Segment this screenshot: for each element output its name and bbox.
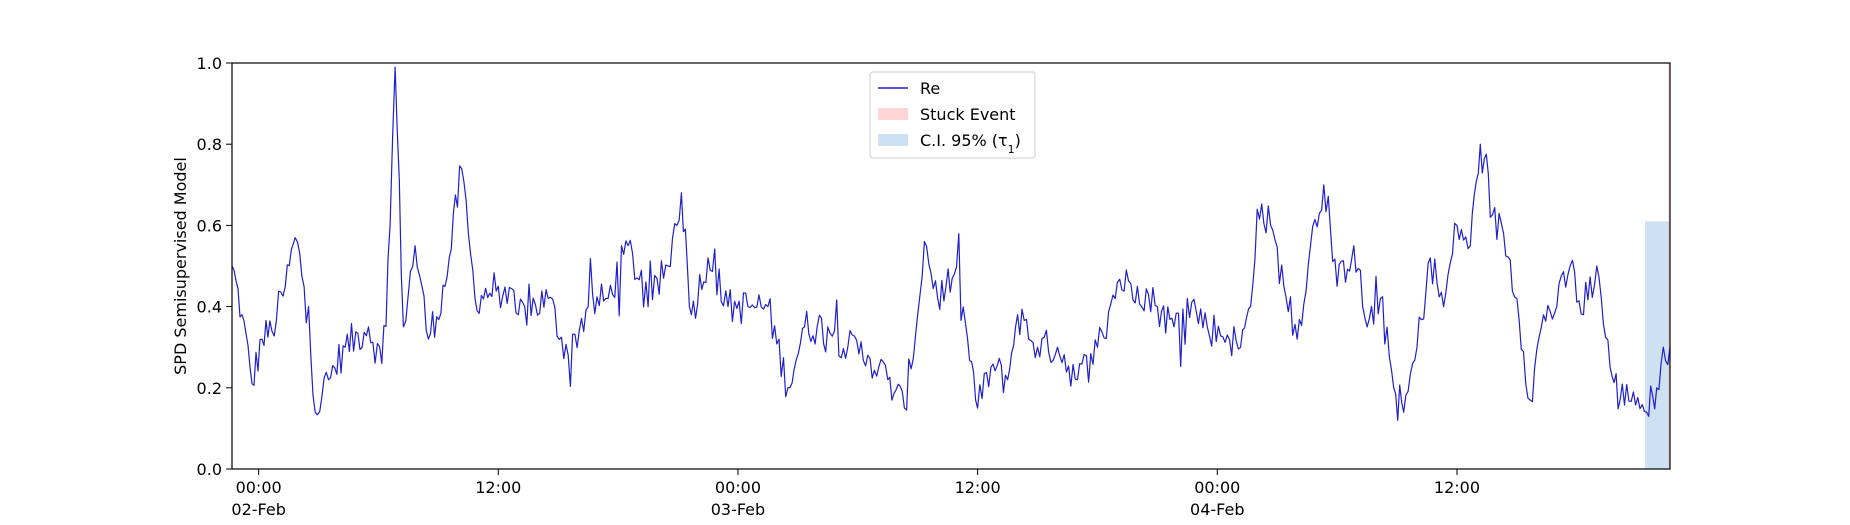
y-tick-label-0: 0.0	[197, 460, 222, 479]
x-tick-label-0-2: 1900	[238, 522, 279, 525]
y-axis-label: SPD Semisupervised Model	[171, 157, 190, 375]
y-tick-label-3: 0.6	[197, 216, 222, 235]
x-tick-label-4-0: 00:00	[1194, 478, 1240, 497]
legend-label-1: Stuck Event	[920, 105, 1016, 124]
band-0	[1645, 221, 1670, 469]
series-layer	[231, 66, 1671, 421]
y-tick-label-1: 0.2	[197, 379, 222, 398]
legend-swatch-2	[878, 134, 908, 146]
x-tick-label-0-0: 00:00	[236, 478, 282, 497]
legend-swatch-1	[878, 108, 908, 120]
x-tick-label-3-0: 12:00	[955, 478, 1001, 497]
shaded-bands	[1645, 63, 1670, 469]
plot-area-frame	[231, 62, 1671, 470]
legend-label-0: Re	[920, 79, 940, 98]
x-tick-label-2-0: 00:00	[715, 478, 761, 497]
y-tick-label-2: 0.4	[197, 298, 222, 317]
x-tick-label-2-1: 03-Feb	[711, 500, 765, 519]
x-tick-label-4-1: 04-Feb	[1190, 500, 1244, 519]
y-axis: 0.0 0.2 0.4 0.6 0.8 1.0	[197, 54, 232, 479]
x-tick-label-1-0: 12:00	[475, 478, 521, 497]
x-axis: 00:00 02-Feb 1900 12:00 00:00 03-Feb 12:00 00:0…	[231, 469, 1480, 525]
series-line-re	[231, 66, 1671, 421]
band-1	[1668, 63, 1670, 469]
y-tick-label-4: 0.8	[197, 135, 222, 154]
y-tick-label-5: 1.0	[197, 54, 222, 73]
x-tick-label-5-0: 12:00	[1434, 478, 1480, 497]
legend-box	[869, 71, 1036, 159]
x-tick-label-0-1: 02-Feb	[231, 500, 285, 519]
